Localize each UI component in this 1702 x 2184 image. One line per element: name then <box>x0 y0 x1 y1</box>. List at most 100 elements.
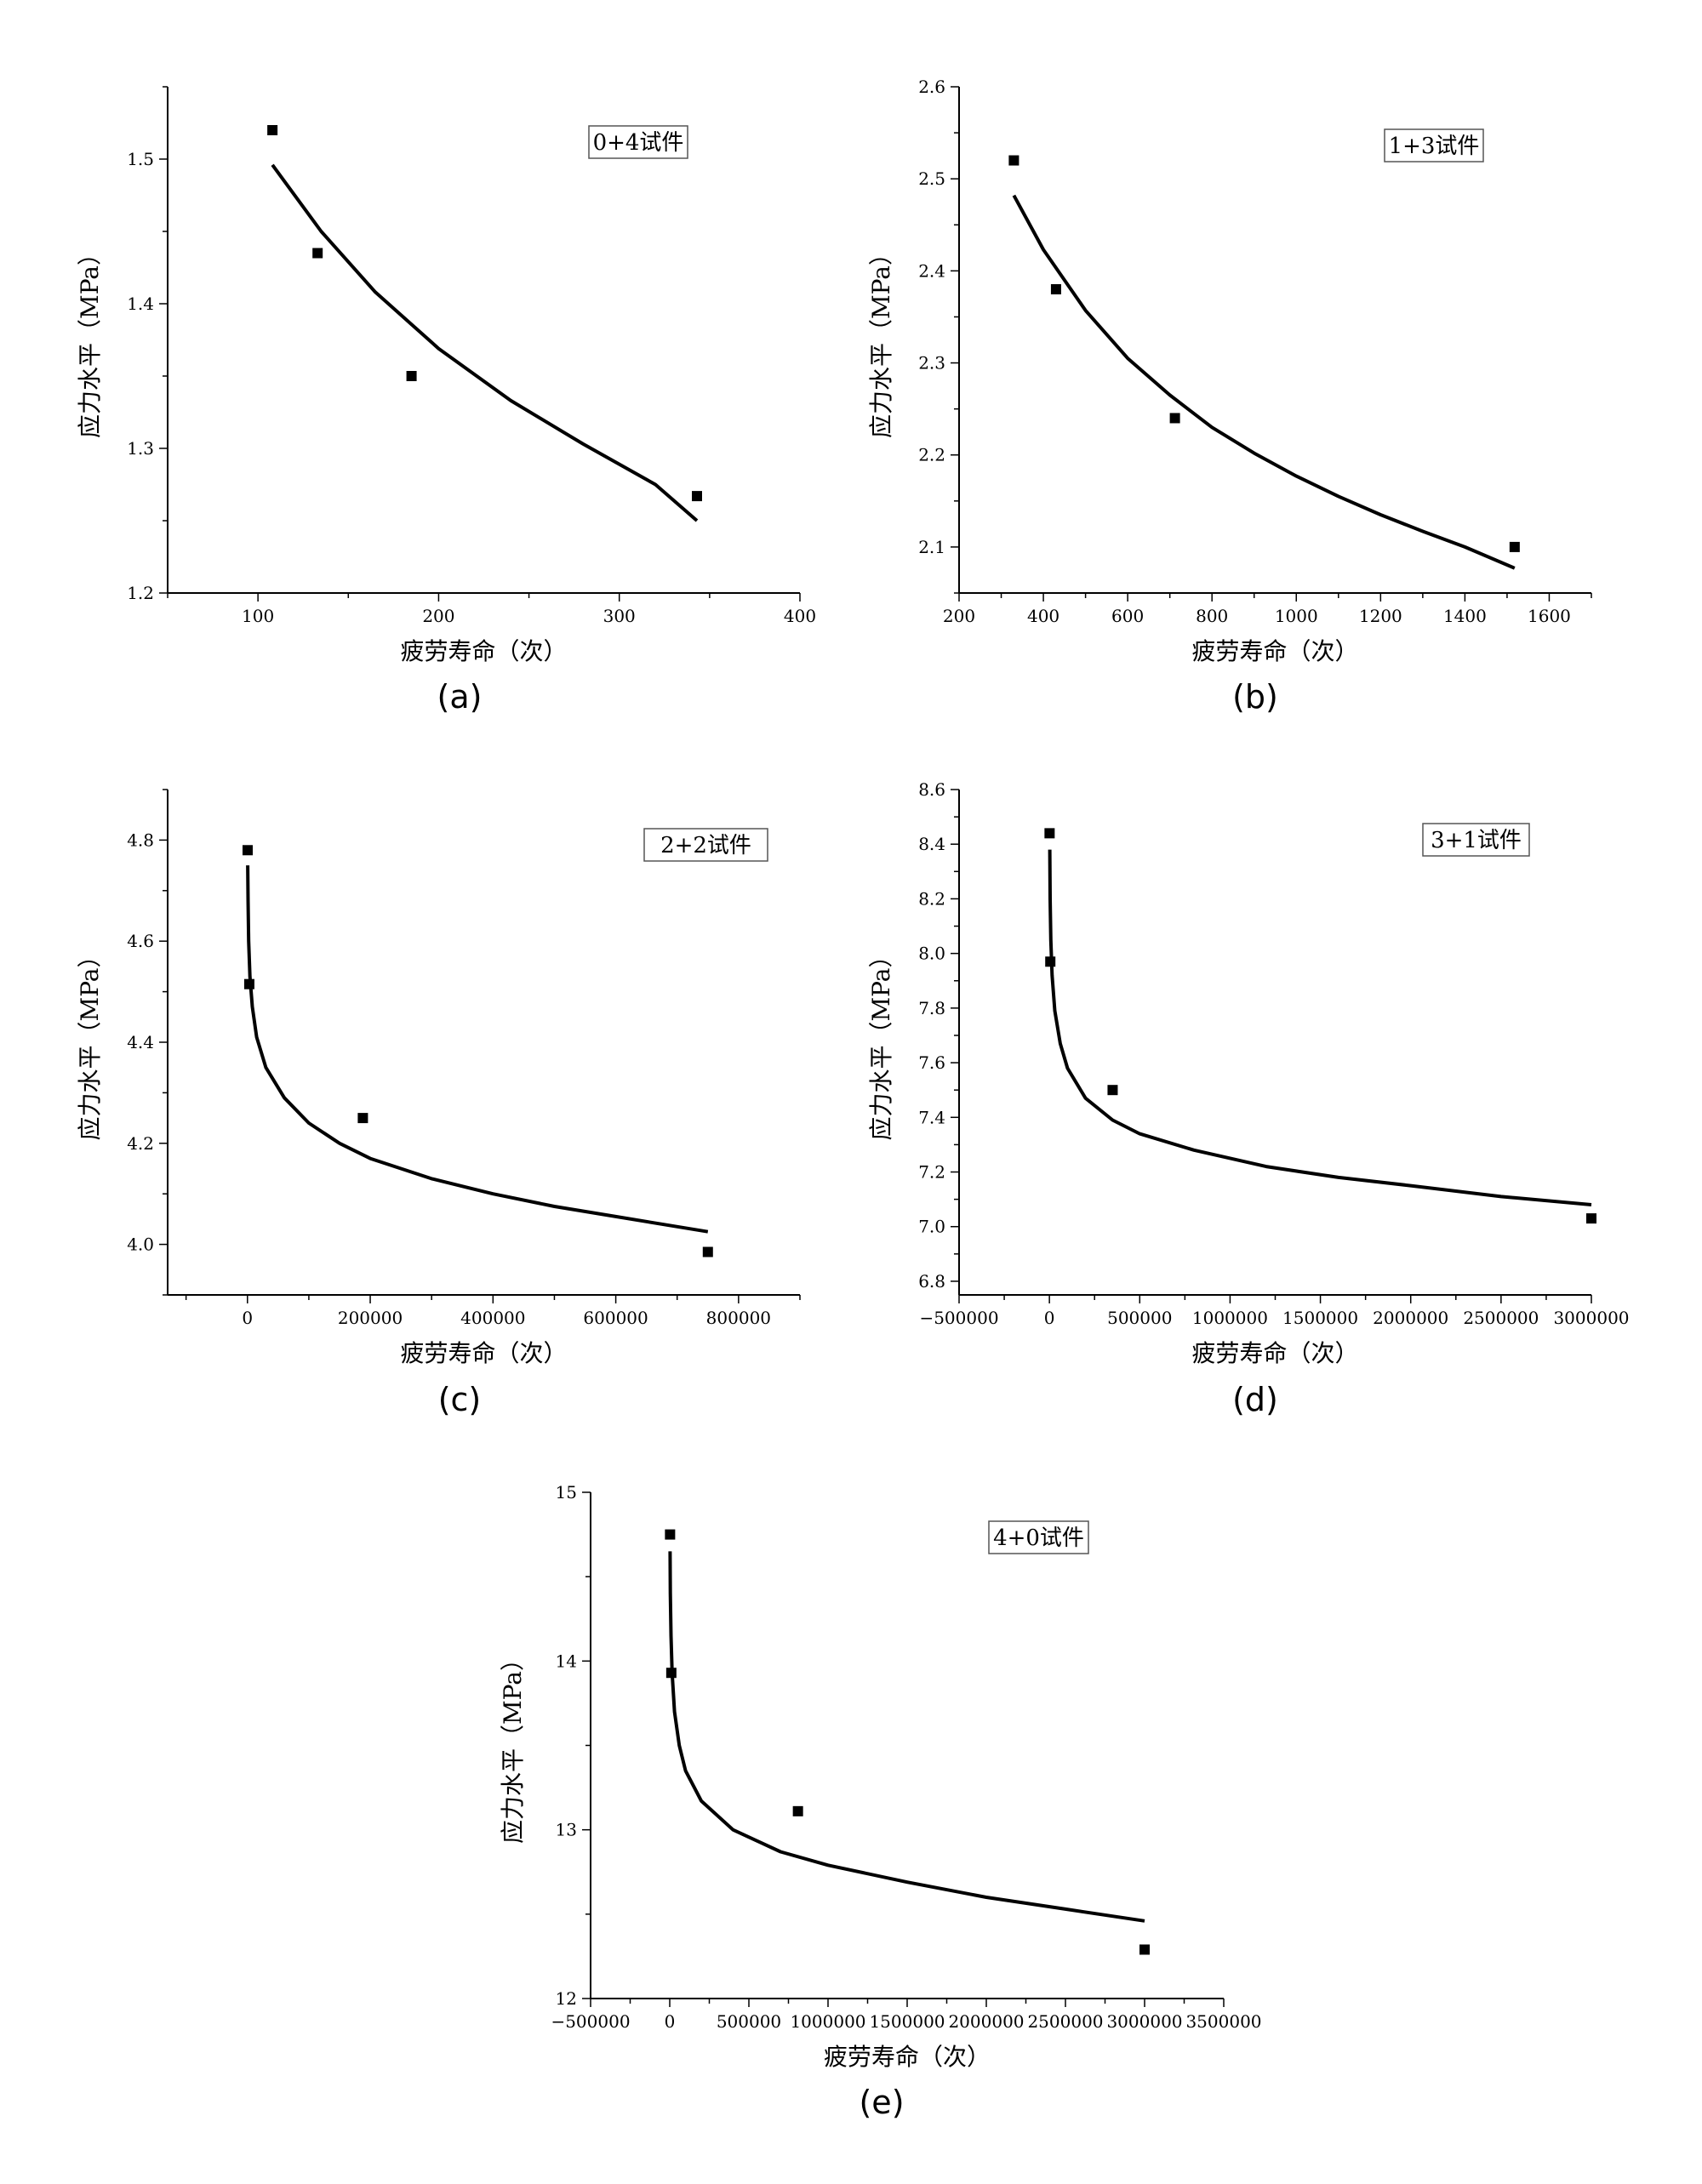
x-axis-title: 疲劳寿命（次） <box>1191 637 1358 665</box>
y-tick-label: 4.0 <box>127 1235 154 1255</box>
x-tick-label: 1200 <box>1359 606 1402 626</box>
y-tick-label: 7.6 <box>918 1052 945 1073</box>
y-tick-label: 7.4 <box>918 1107 945 1127</box>
x-tick-label: 0 <box>665 2011 676 2032</box>
x-tick-label: 1500000 <box>869 2011 945 2032</box>
x-tick-label: 1000000 <box>790 2011 865 2032</box>
y-axis-title: 应力水平（MPa） <box>76 944 104 1141</box>
annotation-box <box>588 125 688 159</box>
annotation-label: 1+3试件 <box>1389 134 1480 159</box>
data-point <box>691 491 702 502</box>
x-tick-label: 1600 <box>1528 606 1571 626</box>
y-tick-label: 1.3 <box>127 438 154 459</box>
y-axis-title: 应力水平（MPa） <box>499 1647 527 1844</box>
y-tick-label: 7.8 <box>918 998 945 1018</box>
data-point <box>242 845 253 856</box>
x-tick-label: 3000000 <box>1553 1308 1629 1328</box>
chart-panel-1: 100 200 300 400 1.2 1.3 1.4 1.5 疲劳寿命（次） 应力水平（MPa）… <box>76 86 816 716</box>
y-tick-label: 7.2 <box>918 1162 945 1183</box>
x-axis-title: 疲劳寿命（次） <box>824 2043 991 2071</box>
y-tick-label: 7.0 <box>918 1217 945 1237</box>
y-tick-label: 2.5 <box>918 168 945 189</box>
y-tick-label: 4.2 <box>127 1133 154 1154</box>
x-tick-label: 1400 <box>1443 606 1487 626</box>
data-point <box>1107 1085 1118 1096</box>
y-tick-label: 12 <box>556 1988 577 2009</box>
data-point <box>1509 541 1520 552</box>
panel-caption: (b) <box>1232 678 1278 716</box>
x-tick-label: 200 <box>943 606 975 626</box>
x-tick-label: 1000 <box>1275 606 1318 626</box>
y-tick-label: 1.2 <box>127 583 154 603</box>
x-tick-label: 0 <box>242 1308 253 1328</box>
x-tick-label: 800 <box>1196 606 1228 626</box>
y-tick-label: 14 <box>556 1651 577 1671</box>
data-point <box>357 1113 368 1124</box>
data-point <box>406 371 417 381</box>
y-tick-label: 4.6 <box>127 931 154 951</box>
panel-caption: (c) <box>438 1381 482 1418</box>
data-point <box>1139 1944 1150 1955</box>
x-axis-title: 疲劳寿命（次） <box>1191 1339 1358 1367</box>
y-tick-label: 2.2 <box>918 445 945 465</box>
x-tick-label: 2500000 <box>1463 1308 1539 1328</box>
data-point <box>312 248 323 259</box>
chart-panel-2: 200 400 600 800 1000 1200 1400 1600 2.1 2.2 2.3 2.4… <box>867 77 1592 716</box>
x-tick-label: 600 <box>1111 606 1144 626</box>
fit-curve <box>1012 194 1516 570</box>
y-tick-label: 2.3 <box>918 353 945 374</box>
y-tick-label: 8.2 <box>918 888 945 909</box>
annotation-box <box>643 828 768 862</box>
x-tick-label: 3000000 <box>1106 2011 1182 2032</box>
data-point <box>665 1668 677 1679</box>
y-tick-label: 2.4 <box>918 260 945 281</box>
annotation-box <box>1384 128 1484 163</box>
x-tick-label: 0 <box>1044 1308 1055 1328</box>
y-axis-title: 应力水平（MPa） <box>867 242 895 438</box>
data-point <box>1045 956 1056 967</box>
annotation-label: 2+2试件 <box>660 833 751 858</box>
y-tick-label: 1.4 <box>127 294 154 314</box>
y-tick-label: 1.5 <box>127 149 154 169</box>
annotation-box <box>1422 823 1530 857</box>
x-tick-label: 200 <box>422 606 454 626</box>
data-point <box>1586 1213 1596 1224</box>
x-tick-label: 200000 <box>338 1308 403 1328</box>
data-point <box>665 1529 676 1540</box>
x-axis-title: 疲劳寿命（次） <box>400 637 567 665</box>
y-tick-label: 13 <box>556 1820 577 1840</box>
chart-panel-4: −500000 0 500000 1000000 1500000 2000000 25000… <box>867 779 1630 1418</box>
x-tick-label: 100 <box>242 606 274 626</box>
x-tick-label: 600000 <box>583 1308 648 1328</box>
x-tick-label: 3500000 <box>1185 2011 1261 2032</box>
panel-caption: (e) <box>859 2084 904 2121</box>
x-tick-label: 400 <box>784 606 816 626</box>
y-tick-label: 4.4 <box>127 1032 154 1052</box>
panel-caption: (a) <box>437 678 483 716</box>
data-point <box>702 1246 713 1257</box>
x-tick-label: 2500000 <box>1027 2011 1103 2032</box>
y-tick-label: 2.1 <box>918 537 945 557</box>
fit-curve <box>1048 849 1592 1206</box>
x-tick-label: 800000 <box>706 1308 771 1328</box>
data-point <box>1044 828 1055 839</box>
fit-curve <box>271 163 699 522</box>
y-tick-label: 15 <box>556 1482 577 1503</box>
y-axis-title: 应力水平（MPa） <box>76 242 104 438</box>
data-point <box>792 1805 803 1816</box>
annotation-box <box>988 1520 1089 1554</box>
x-tick-label: 400000 <box>460 1308 525 1328</box>
x-tick-label: 500000 <box>1107 1308 1172 1328</box>
x-tick-label: 500000 <box>717 2011 781 2032</box>
y-tick-label: 4.8 <box>127 830 154 850</box>
data-point <box>1050 284 1061 294</box>
x-tick-label: 2000000 <box>1373 1308 1448 1328</box>
x-tick-label: 2000000 <box>948 2011 1024 2032</box>
y-tick-label: 2.6 <box>918 77 945 97</box>
y-tick-label: 8.6 <box>918 779 945 800</box>
annotation-label: 0+4试件 <box>593 130 684 156</box>
x-tick-label: −500000 <box>919 1308 998 1328</box>
y-tick-label: 6.8 <box>918 1271 945 1292</box>
fit-curve <box>668 1551 1145 1923</box>
